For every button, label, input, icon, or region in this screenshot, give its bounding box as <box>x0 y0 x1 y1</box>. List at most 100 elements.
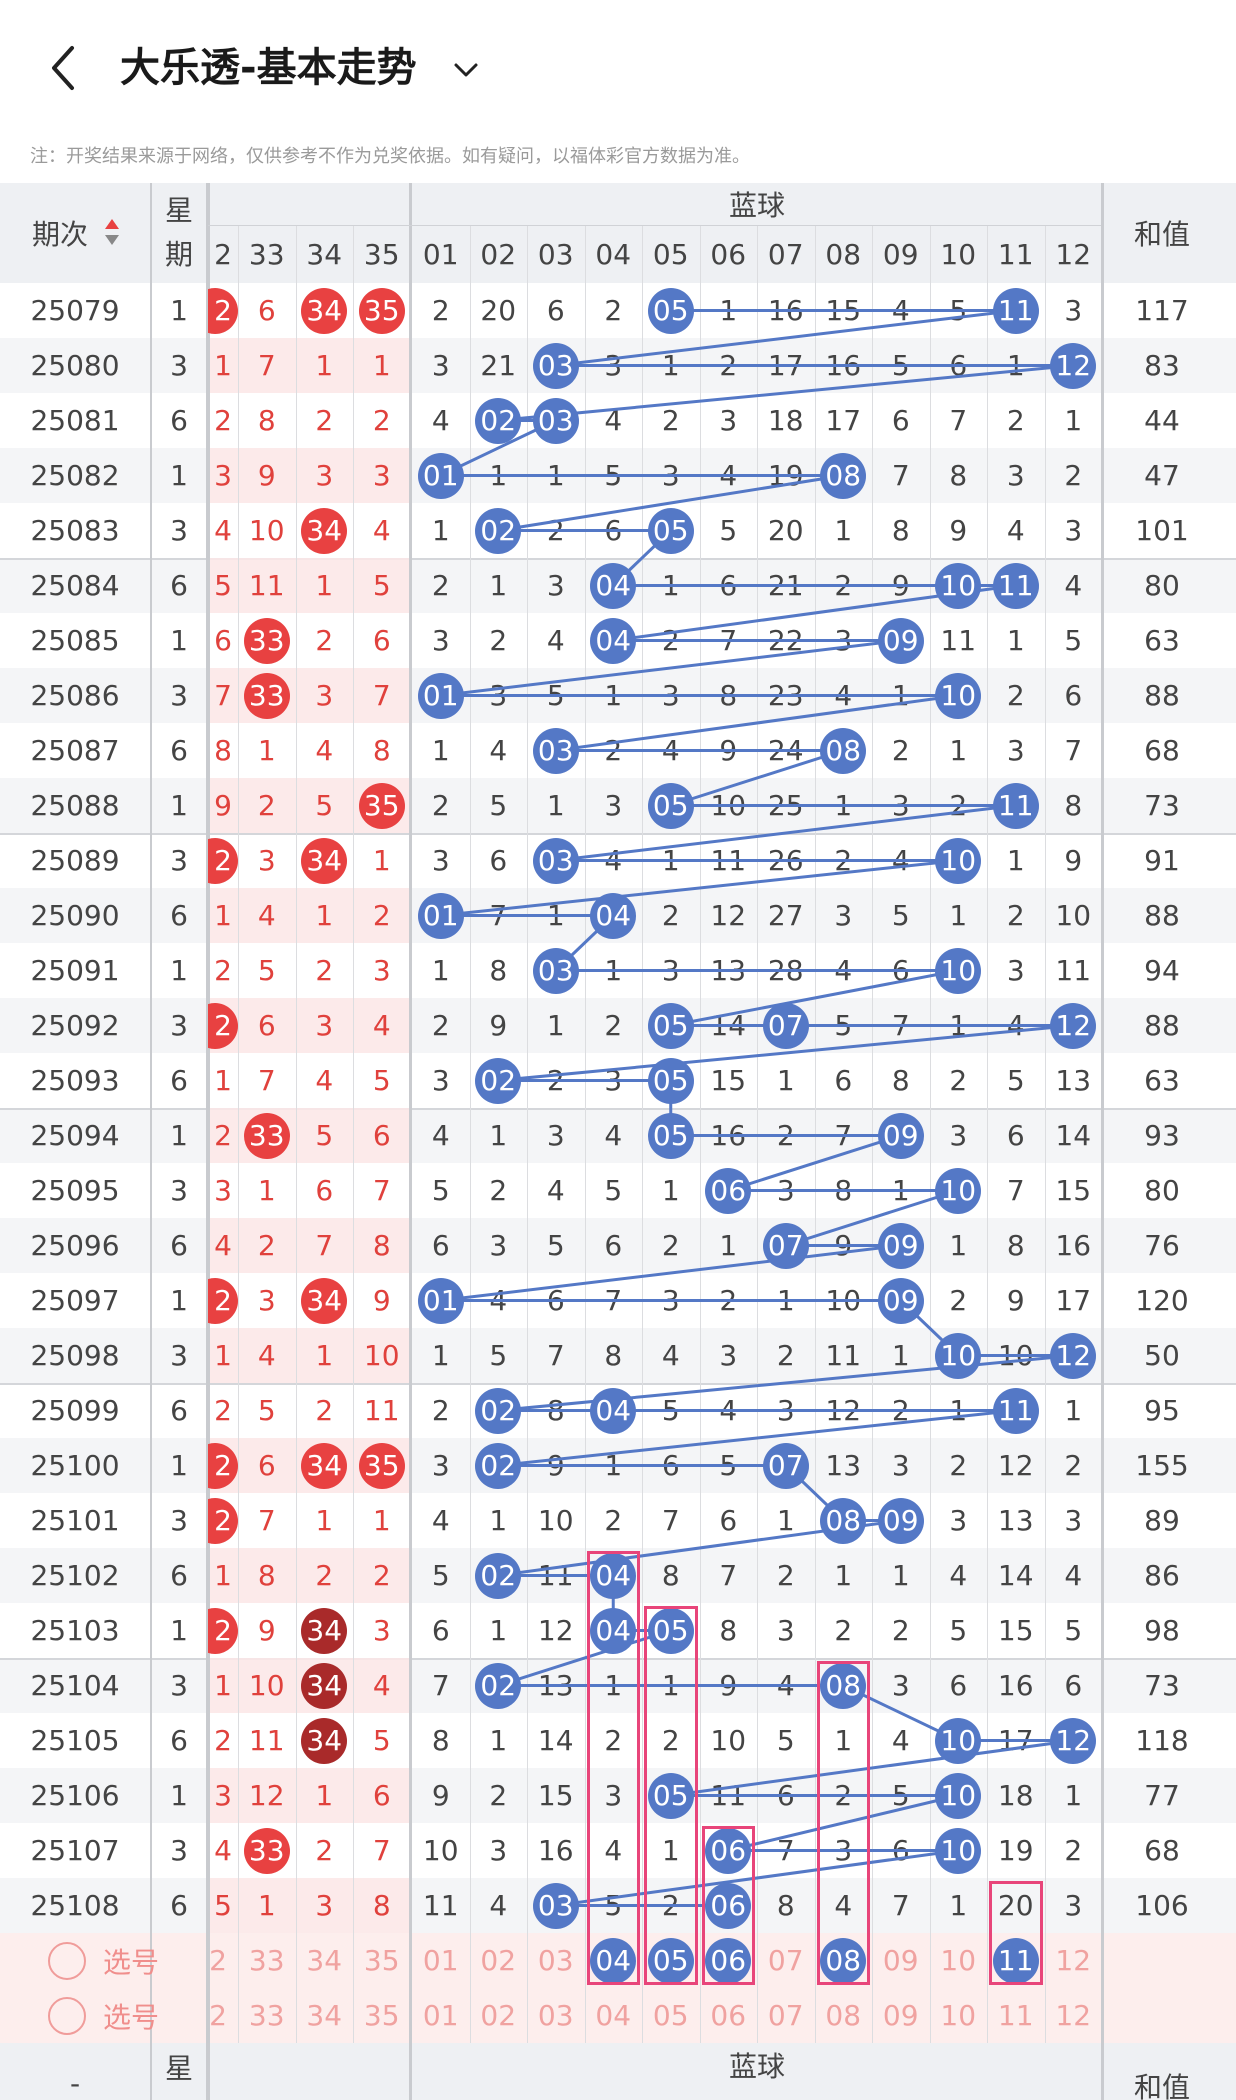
blue-miss-value: 3 <box>546 569 565 602</box>
sum-cell: 68 <box>1144 734 1180 767</box>
front-zone-tint <box>208 558 411 613</box>
pick-blue-number[interactable]: 12 <box>1055 1999 1092 2032</box>
blue-miss-value: 1 <box>661 1834 680 1867</box>
pick-blue-number[interactable]: 02 <box>480 1944 517 1977</box>
sum-cell: 50 <box>1144 1339 1180 1372</box>
blue-miss-value: 18 <box>997 1779 1034 1812</box>
blue-miss-value: 13 <box>1055 1064 1092 1097</box>
pick-blue-number[interactable]: 12 <box>1055 1944 1092 1977</box>
weekday-cell: 6 <box>170 899 188 932</box>
blue-miss-value: 21 <box>480 349 517 382</box>
blue-miss-value: 5 <box>1064 624 1083 657</box>
weekday-cell: 6 <box>170 1724 188 1757</box>
front-miss-value: 9 <box>257 1614 276 1647</box>
front-ball: 33 <box>243 1827 290 1874</box>
front-partial-cell: 4 <box>208 1218 238 1273</box>
blue-miss-value: 2 <box>604 1724 623 1757</box>
front-miss-value: 8 <box>372 1229 391 1262</box>
front-miss-partial: 2 <box>214 404 232 437</box>
footer-header-sum: 和值 <box>1133 2071 1190 2100</box>
pick-blue-number[interactable]: 06 <box>710 1999 747 2032</box>
front-miss-value: 4 <box>372 1669 391 1702</box>
pick-blue-number[interactable]: 02 <box>480 1999 517 2032</box>
blue-ball: 03 <box>532 947 579 994</box>
pick-front-number[interactable]: 33 <box>248 1999 285 2032</box>
blue-miss-value: 3 <box>604 1779 623 1812</box>
front-miss-value: 2 <box>257 1229 276 1262</box>
pick-blue-number[interactable]: 07 <box>767 1944 804 1977</box>
pick-front-number[interactable]: 35 <box>363 1944 400 1977</box>
weekday-cell: 6 <box>170 1064 188 1097</box>
front-miss-value: 1 <box>315 349 334 382</box>
blue-miss-value: 2 <box>891 1614 910 1647</box>
pick-blue-ball-selected[interactable]: 08 <box>820 1937 867 1984</box>
chevron-down-icon[interactable] <box>446 50 486 90</box>
blue-ball: 10 <box>935 1332 982 1379</box>
blue-ball: 10 <box>935 1717 982 1764</box>
trend-chart[interactable]: 期次星期 2 33 34 35 蓝球 01 02 03 04 05 06 07 08 09 10 11 12 和值 2… <box>0 183 1236 2100</box>
period-cell: 25086 <box>30 679 120 712</box>
front-partial-cell: 2 <box>208 833 238 888</box>
pick-blue-number[interactable]: 01 <box>422 1944 459 1977</box>
weekday-cell: 3 <box>170 1504 188 1537</box>
pick-blue-number[interactable]: 03 <box>537 1999 574 2032</box>
pick-radio[interactable] <box>48 1941 86 1980</box>
trend-link <box>555 309 1016 367</box>
pick-blue-number[interactable]: 08 <box>825 1999 862 2032</box>
front-miss-value: 5 <box>257 1394 276 1427</box>
front-ball: 34 <box>301 507 348 554</box>
front-ball: 35 <box>358 287 405 334</box>
blue-miss-value: 1 <box>1064 404 1083 437</box>
front-partial-cell: 3 <box>208 1768 238 1823</box>
page-title[interactable]: 大乐透-基本走势 <box>120 45 417 91</box>
pick-blue-ball-selected[interactable]: 11 <box>992 1937 1039 1984</box>
pick-front-number[interactable]: 35 <box>363 1999 400 2032</box>
pick-blue-number[interactable]: 10 <box>940 1944 977 1977</box>
pick-blue-number[interactable]: 09 <box>882 1999 919 2032</box>
pick-blue-number[interactable]: 04 <box>595 1999 632 2032</box>
pick-radio[interactable] <box>48 1996 86 2035</box>
pick-front-number[interactable]: 34 <box>306 1944 343 1977</box>
pick-blue-number[interactable]: 09 <box>882 1944 919 1977</box>
blue-miss-value: 2 <box>661 404 680 437</box>
chevron-left-icon[interactable] <box>40 38 90 98</box>
blue-miss-value: 6 <box>604 1229 623 1262</box>
blue-miss-value: 3 <box>431 1449 450 1482</box>
pick-front-number[interactable]: 34 <box>306 1999 343 2032</box>
blue-ball: 05 <box>647 1112 694 1159</box>
blue-ball: 07 <box>762 1442 809 1489</box>
blue-miss-value: 1 <box>1006 624 1025 657</box>
blue-miss-value: 7 <box>719 1559 738 1592</box>
column-header-blue: 12 <box>1055 237 1092 271</box>
blue-miss-value: 4 <box>661 1339 680 1372</box>
pick-blue-number[interactable]: 01 <box>422 1999 459 2032</box>
sort-up-down-icon[interactable] <box>104 217 120 247</box>
pick-blue-ball-selected[interactable]: 04 <box>590 1937 637 1984</box>
blue-miss-value: 2 <box>604 294 623 327</box>
pick-blue-ball-selected[interactable]: 06 <box>705 1937 752 1984</box>
pick-blue-number[interactable]: 03 <box>537 1944 574 1977</box>
sum-cell: 95 <box>1144 1394 1180 1427</box>
blue-miss-value: 4 <box>431 404 450 437</box>
blue-miss-value: 1 <box>489 1724 508 1757</box>
pick-front-number[interactable]: 33 <box>248 1944 285 1977</box>
blue-miss-value: 4 <box>546 1174 565 1207</box>
column-header-blue: 08 <box>825 237 862 271</box>
period-cell: 25108 <box>30 1889 120 1922</box>
blue-miss-value: 5 <box>489 1339 508 1372</box>
pick-blue-number[interactable]: 11 <box>997 1999 1034 2032</box>
blue-ball: 02 <box>475 1552 522 1599</box>
pick-blue-number[interactable]: 07 <box>767 1999 804 2032</box>
weekday-cell: 6 <box>170 1229 188 1262</box>
pick-blue-number[interactable]: 10 <box>940 1999 977 2032</box>
front-miss-value: 2 <box>257 789 276 822</box>
trend-link <box>498 1409 1016 1467</box>
pick-blue-ball-selected[interactable]: 05 <box>647 1937 694 1984</box>
blue-miss-value: 4 <box>1064 1559 1083 1592</box>
weekday-cell: 1 <box>170 1284 188 1317</box>
blue-ball: 07 <box>762 1222 809 1269</box>
front-partial-cell: 2 <box>208 998 238 1053</box>
front-partial-cell: 2 <box>208 1713 238 1768</box>
blue-miss-value: 15 <box>537 1779 574 1812</box>
pick-blue-number[interactable]: 05 <box>652 1999 689 2032</box>
